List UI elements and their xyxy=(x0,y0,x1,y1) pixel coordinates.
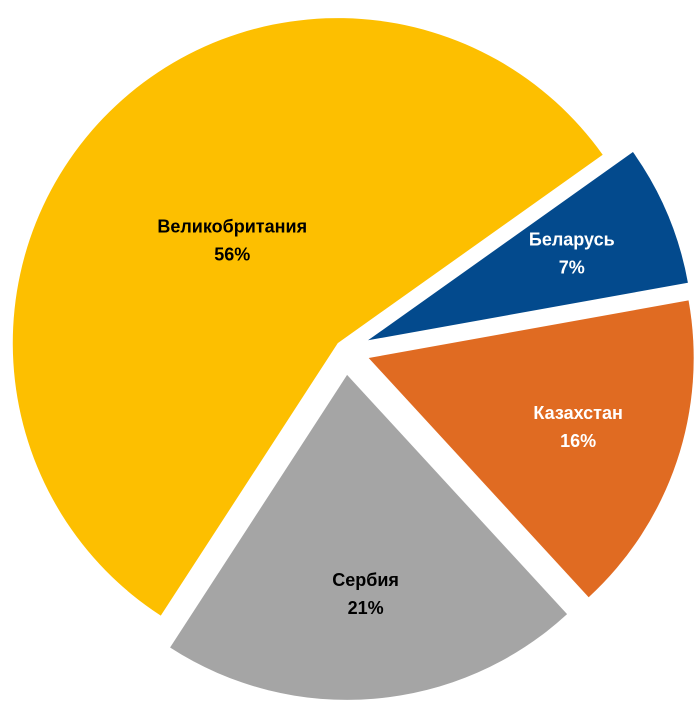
slice-label: Сербия xyxy=(332,570,399,590)
pie-slice xyxy=(170,374,568,700)
slice-label: Великобритания xyxy=(157,217,307,237)
slice-value-label: 56% xyxy=(214,245,250,265)
slice-value-label: 7% xyxy=(559,257,585,277)
pie-slice xyxy=(368,300,694,598)
pie-slice xyxy=(368,152,688,341)
pie-slice xyxy=(12,18,603,616)
slice-value-label: 16% xyxy=(560,431,596,451)
slice-label: Беларусь xyxy=(529,229,615,249)
slice-label: Казахстан xyxy=(533,403,622,423)
slice-value-label: 21% xyxy=(348,598,384,618)
